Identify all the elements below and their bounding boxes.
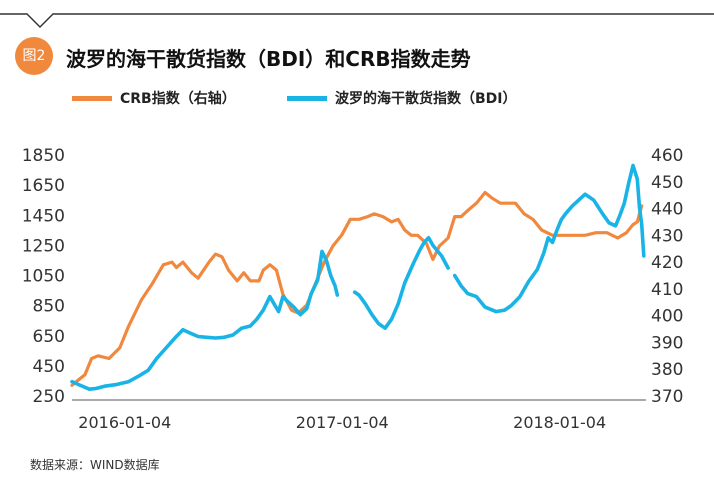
- y-right-tick-label: 460: [651, 146, 683, 166]
- header-notch-rule: [0, 13, 714, 28]
- legend-item-crb: CRB指数（右轴）: [72, 88, 236, 108]
- chart-title: 波罗的海干散货指数（BDI）和CRB指数走势: [66, 47, 471, 71]
- y-right-tick-label: 450: [651, 173, 683, 193]
- bdi-series-line-segment-3: [452, 163, 646, 314]
- y-right-tick-label: 430: [651, 226, 683, 246]
- y-left-tick-label: 1850: [22, 146, 65, 166]
- y-left-tick-label: 450: [33, 357, 65, 377]
- x-tick-label: 2016-01-04: [78, 413, 171, 432]
- y-right-tick-label: 420: [651, 253, 683, 273]
- y-left-tick-label: 250: [33, 387, 65, 407]
- y-right-tick-label: 410: [651, 280, 683, 300]
- legend-label-crb: CRB指数（右轴）: [120, 91, 236, 107]
- y-left-tick-label: 850: [33, 297, 65, 317]
- chart-legend: CRB指数（右轴） 波罗的海干散货指数（BDI）: [0, 88, 714, 110]
- y-right-tick-label: 370: [651, 387, 683, 407]
- x-tick-label: 2018-01-04: [513, 413, 606, 432]
- y-left-tick-label: 1650: [22, 176, 65, 196]
- legend-swatch-crb: [72, 95, 112, 101]
- crb-series-line-segment-1: [70, 190, 644, 387]
- y-right-tick-label: 400: [651, 307, 683, 327]
- y-right-tick-label: 390: [651, 333, 683, 353]
- figure-badge: 图2: [15, 37, 53, 75]
- y-left-tick-label: 1250: [22, 236, 65, 256]
- y-left-tick-label: 650: [33, 327, 65, 347]
- y-right-tick-label: 380: [651, 360, 683, 380]
- legend-label-bdi: 波罗的海干散货指数（BDI）: [335, 91, 517, 107]
- legend-swatch-bdi: [287, 95, 327, 101]
- y-right-tick-label: 440: [651, 200, 683, 220]
- data-source-note: 数据来源：WIND数据库: [30, 458, 160, 472]
- y-left-tick-label: 1050: [22, 267, 65, 287]
- bdi-series-line-segment-2: [352, 236, 450, 331]
- legend-item-bdi: 波罗的海干散货指数（BDI）: [287, 88, 517, 108]
- y-left-tick-label: 1450: [22, 206, 65, 226]
- x-tick-label: 2017-01-04: [296, 413, 389, 432]
- bdi-series-line-segment-1: [70, 249, 340, 392]
